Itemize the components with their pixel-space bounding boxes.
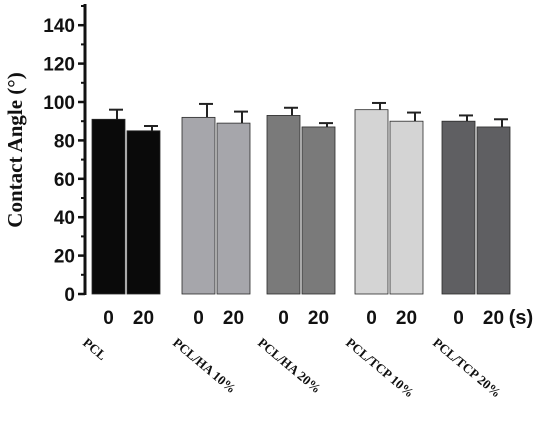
- y-tick-label: 20: [54, 247, 75, 268]
- y-tick-label: 100: [43, 93, 75, 114]
- x-tick-label: 0: [193, 308, 204, 329]
- bar: [389, 120, 424, 295]
- bar: [91, 118, 126, 295]
- x-tick-label: 0: [278, 308, 289, 329]
- y-tick-label: 40: [54, 208, 75, 229]
- group-label: PCL/TCP 10%: [343, 335, 417, 401]
- group-label: PCL: [80, 335, 110, 363]
- y-tick-label: 140: [43, 16, 75, 37]
- y-tick-label: 80: [54, 131, 75, 152]
- group-label: PCL/HA 20%: [255, 335, 324, 396]
- bar: [441, 120, 476, 295]
- bar: [354, 109, 389, 295]
- bar: [181, 116, 216, 295]
- bar: [216, 122, 251, 295]
- y-axis-label: Contact Angle (°): [3, 72, 27, 227]
- x-unit-label: (s): [509, 307, 533, 329]
- x-tick-label: 20: [133, 308, 154, 329]
- bar: [476, 126, 511, 295]
- bar: [301, 126, 336, 295]
- bar: [266, 115, 301, 295]
- bar: [126, 130, 161, 295]
- group-label: PCL/HA 10%: [170, 335, 239, 396]
- x-tick-label: 0: [453, 308, 464, 329]
- x-tick-label: 20: [223, 308, 244, 329]
- y-axis: 0 20 40 60 80 100 120 140: [43, 4, 87, 306]
- bars: [91, 101, 511, 295]
- x-tick-labels: 0 20 PCL 0 20 PCL/HA 10% 0 20 PCL/HA 20% 0 20 PCL/T…: [80, 308, 504, 400]
- x-tick-label: 20: [483, 308, 504, 329]
- y-tick-label: 120: [43, 55, 75, 76]
- x-tick-label: 20: [308, 308, 329, 329]
- group-label: PCL/TCP 20%: [430, 335, 504, 401]
- x-tick-label: 20: [396, 308, 417, 329]
- y-tick-label: 60: [54, 170, 75, 191]
- x-tick-label: 0: [366, 308, 377, 329]
- x-tick-label: 0: [103, 308, 114, 329]
- y-tick-label: 0: [64, 285, 75, 306]
